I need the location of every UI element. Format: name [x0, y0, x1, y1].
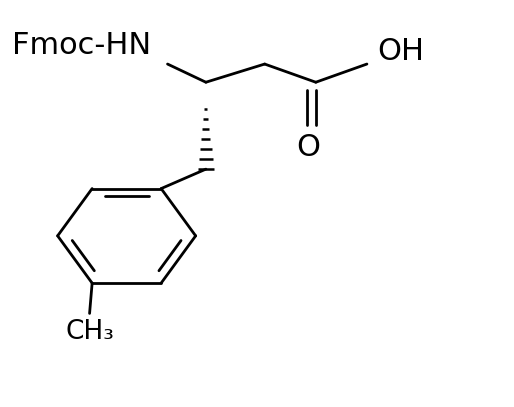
Text: OH: OH [377, 37, 424, 66]
Text: O: O [296, 133, 320, 162]
Text: CH₃: CH₃ [65, 319, 114, 345]
Text: Fmoc-HN: Fmoc-HN [12, 31, 151, 60]
